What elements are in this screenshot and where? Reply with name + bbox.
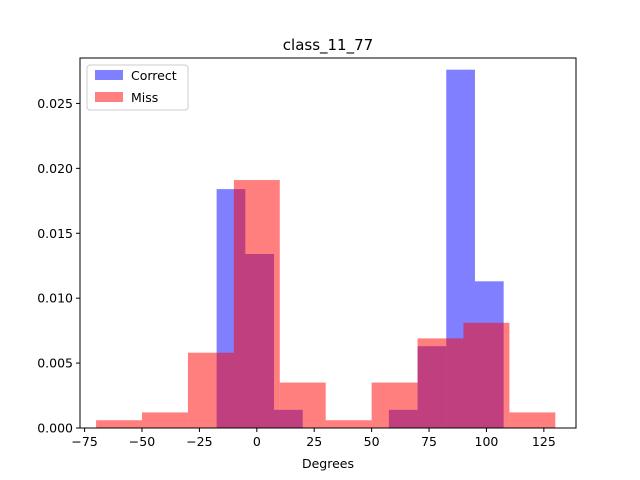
bar-miss	[509, 412, 556, 428]
x-tick-label: 0	[253, 434, 261, 449]
x-tick-label: 50	[364, 434, 380, 449]
series-miss	[96, 180, 556, 428]
legend-swatch-correct	[95, 70, 123, 80]
bar-miss	[96, 420, 142, 428]
bar-miss	[463, 322, 510, 428]
x-tick-label: 75	[421, 434, 437, 449]
bar-miss	[325, 420, 372, 428]
bar-miss	[371, 382, 418, 428]
y-tick-label: 0.020	[37, 161, 73, 176]
bar-miss	[142, 412, 188, 428]
y-tick-label: 0.000	[37, 421, 73, 436]
x-tick-label: −75	[71, 434, 97, 449]
x-tick-label: −25	[186, 434, 212, 449]
bar-miss	[417, 338, 464, 428]
chart-title: class_11_77	[283, 36, 373, 55]
bar-miss	[187, 352, 234, 428]
bar-miss	[233, 180, 280, 428]
x-tick-label: 100	[475, 434, 499, 449]
legend-swatch-miss	[95, 92, 123, 102]
legend-label-miss: Miss	[131, 90, 158, 105]
plot-frame	[79, 57, 577, 429]
y-tick-label: 0.005	[37, 356, 73, 371]
x-tick-label: −50	[129, 434, 155, 449]
y-axis: 0.000 0.005 0.010 0.015 0.020 0.025	[37, 96, 80, 436]
x-tick-label: 125	[532, 434, 556, 449]
y-tick-label: 0.025	[37, 96, 73, 111]
x-tick-label: 25	[306, 434, 322, 449]
bar-miss	[279, 382, 326, 428]
x-axis: −75 −50 −25 0 25 50 75 100 125	[71, 428, 556, 449]
x-axis-label: Degrees	[302, 456, 354, 471]
legend: Correct Miss	[86, 64, 189, 111]
y-tick-label: 0.015	[37, 226, 73, 241]
y-tick-label: 0.010	[37, 291, 73, 306]
legend-label-correct: Correct	[131, 68, 177, 83]
